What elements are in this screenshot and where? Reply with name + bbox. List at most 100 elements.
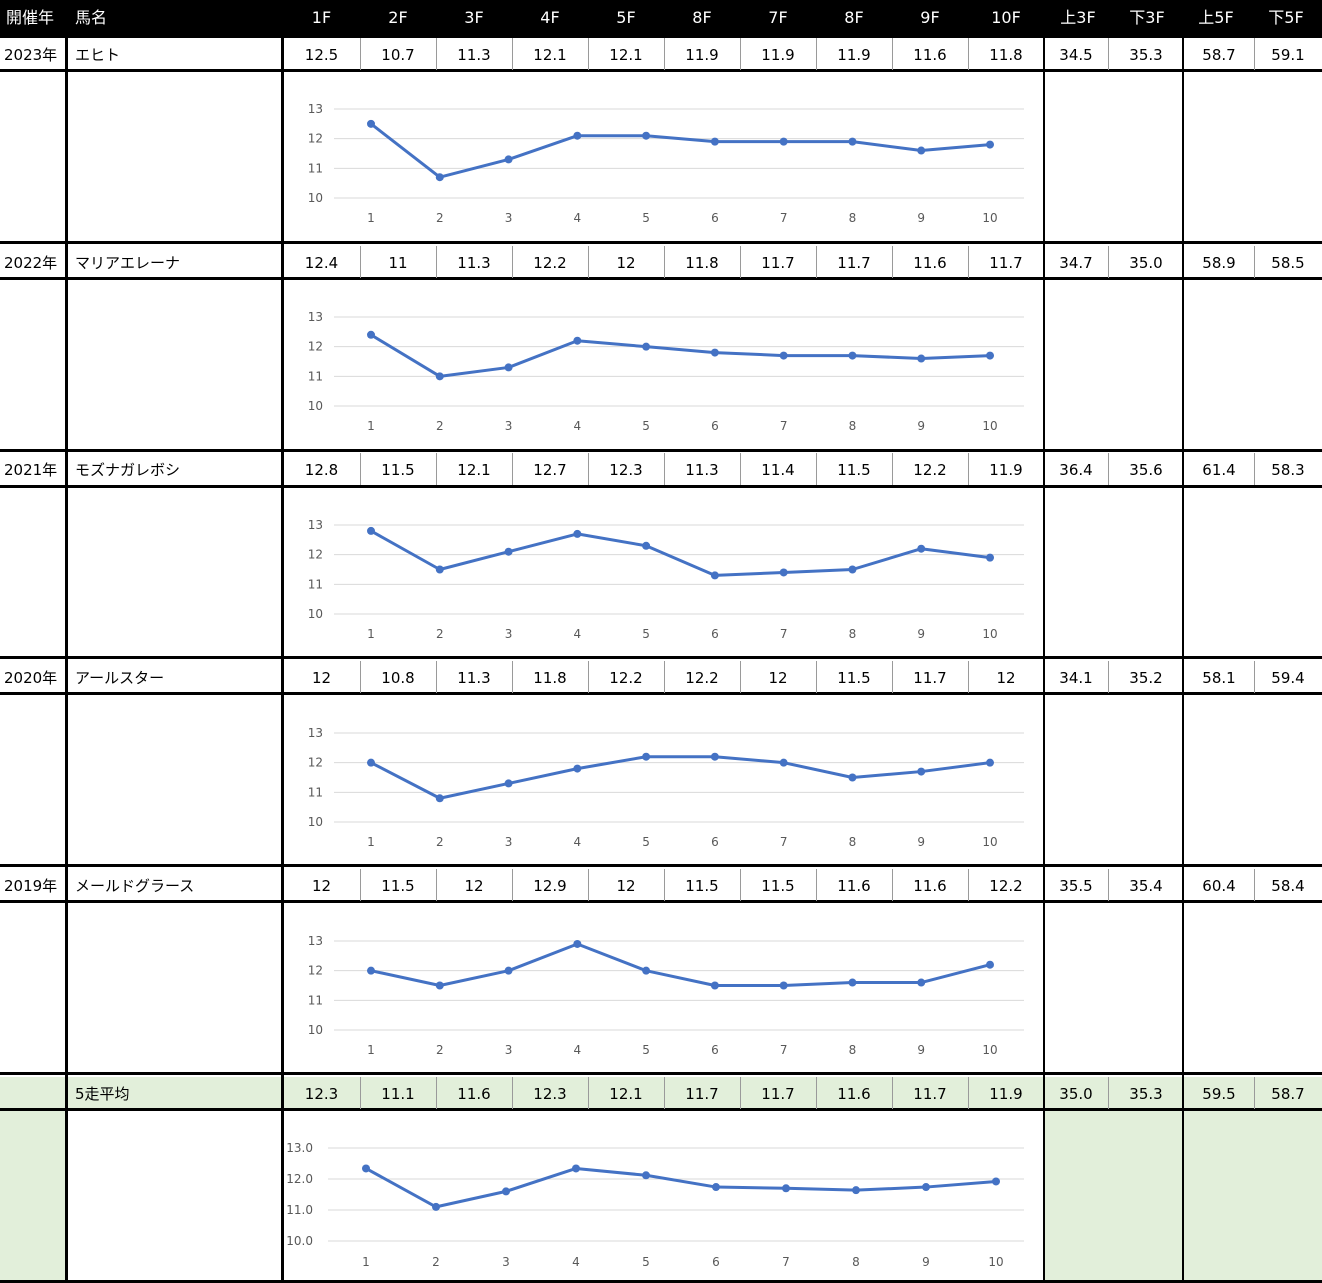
data-point: [779, 137, 788, 146]
cell-border: [512, 1077, 513, 1109]
split-cell: 12.1: [609, 1085, 643, 1103]
cell-border: [588, 453, 589, 485]
split-cell: 12.8: [304, 461, 339, 479]
cell-border: [1108, 1077, 1109, 1109]
cell-border: [740, 869, 741, 901]
data-point: [362, 1164, 370, 1173]
data-point: [642, 131, 651, 140]
data-point: [573, 336, 582, 345]
x-tick-label: 1: [367, 419, 375, 433]
split-cell: 11.5: [837, 461, 871, 479]
x-tick-label: 4: [574, 419, 582, 433]
cell-border: [588, 1077, 589, 1109]
column-border: [281, 36, 284, 1283]
split-cell: 12.1: [457, 461, 491, 479]
x-tick-label: 6: [711, 1043, 719, 1057]
x-tick-label: 2: [432, 1255, 440, 1269]
data-row: 2021年 モズナガレボシ 12.8 11.5 12.1 12.7 12.3 11.3 11.4…: [0, 453, 1322, 487]
cell-border: [1108, 38, 1109, 70]
header-cell: 2F: [388, 8, 408, 27]
x-tick-label: 1: [367, 627, 375, 641]
y-tick-label: 13.0: [286, 1141, 313, 1155]
data-point: [573, 529, 582, 538]
x-tick-label: 9: [917, 1043, 925, 1057]
series-line: [370, 755, 991, 800]
x-tick-label: 7: [780, 419, 788, 433]
x-tick-label: 4: [574, 835, 582, 849]
x-tick-label: 10: [988, 1255, 1003, 1269]
split-cell: 35.0: [1059, 1085, 1093, 1103]
x-tick-label: 6: [712, 1255, 720, 1269]
header-cell: 下3F: [1129, 8, 1165, 27]
data-point: [779, 351, 788, 360]
cell-border: [588, 246, 589, 278]
split-cell: 58.5: [1271, 254, 1305, 272]
data-point: [504, 363, 513, 372]
data-point: [779, 981, 788, 990]
column-border: [65, 36, 68, 1283]
cell-border: [436, 1077, 437, 1109]
split-cell: 12.2: [913, 461, 947, 479]
split-cell: 12: [768, 669, 788, 687]
x-tick-label: 8: [849, 211, 857, 225]
y-tick-label: 12: [308, 132, 323, 146]
cell-border: [1254, 38, 1255, 70]
header-cell: 馬名: [75, 8, 108, 27]
cell-border: [892, 869, 893, 901]
year-cell: 2019年: [4, 877, 58, 895]
header-cell: 上5F: [1198, 8, 1234, 27]
split-cell: 35.6: [1129, 461, 1163, 479]
split-cell: 11.7: [685, 1085, 719, 1103]
row-border: [0, 656, 1322, 659]
data-point: [432, 1202, 440, 1211]
split-cell: 11.9: [761, 46, 795, 64]
y-tick-label: 11: [308, 577, 323, 591]
cell-border: [968, 661, 969, 693]
x-tick-label: 9: [917, 211, 925, 225]
split-cell: 11.6: [837, 1085, 871, 1103]
cell-border: [360, 246, 361, 278]
x-tick-label: 3: [505, 419, 513, 433]
horse-name-cell: モズナガレボシ: [75, 461, 181, 479]
average-row: 5走平均 12.3 11.1 11.6 12.3 12.1 11.7 11.7 11.6 11.7…: [0, 1077, 1322, 1111]
y-tick-label: 10: [308, 399, 323, 413]
data-point: [986, 758, 994, 767]
row-border: [0, 692, 1322, 695]
cell-border: [512, 453, 513, 485]
split-cell: 11.8: [533, 669, 567, 687]
x-tick-label: 2: [436, 627, 444, 641]
y-tick-label: 12.0: [286, 1172, 313, 1186]
x-tick-label: 1: [367, 1043, 375, 1057]
data-point: [779, 568, 788, 577]
row-border: [0, 485, 1322, 488]
x-tick-label: 8: [849, 1043, 857, 1057]
row-border: [0, 277, 1322, 280]
y-tick-label: 13: [308, 518, 323, 532]
data-point: [435, 565, 444, 574]
average-band-fill: [1044, 1111, 1184, 1283]
data-point: [710, 348, 719, 357]
split-cell: 12: [464, 877, 484, 895]
x-tick-label: 5: [642, 1255, 650, 1269]
data-point: [367, 966, 375, 975]
header-cell: 4F: [540, 8, 560, 27]
horse-name-cell: マリアエレーナ: [75, 254, 181, 272]
cell-border: [1108, 453, 1109, 485]
x-tick-label: 4: [574, 1043, 582, 1057]
year-cell: 2022年: [4, 254, 58, 272]
data-point: [572, 1164, 580, 1173]
data-point: [367, 119, 375, 128]
data-point: [502, 1187, 510, 1196]
split-cell: 11.1: [381, 1085, 415, 1103]
header-cell: 1F: [311, 8, 332, 27]
x-tick-label: 2: [436, 1043, 444, 1057]
data-point: [504, 779, 513, 788]
cell-border: [816, 869, 817, 901]
split-cell: 12.2: [685, 669, 719, 687]
split-cell: 11.5: [381, 877, 415, 895]
split-cell: 59.1: [1271, 46, 1305, 64]
split-cell: 60.4: [1202, 877, 1236, 895]
x-tick-label: 3: [505, 627, 513, 641]
